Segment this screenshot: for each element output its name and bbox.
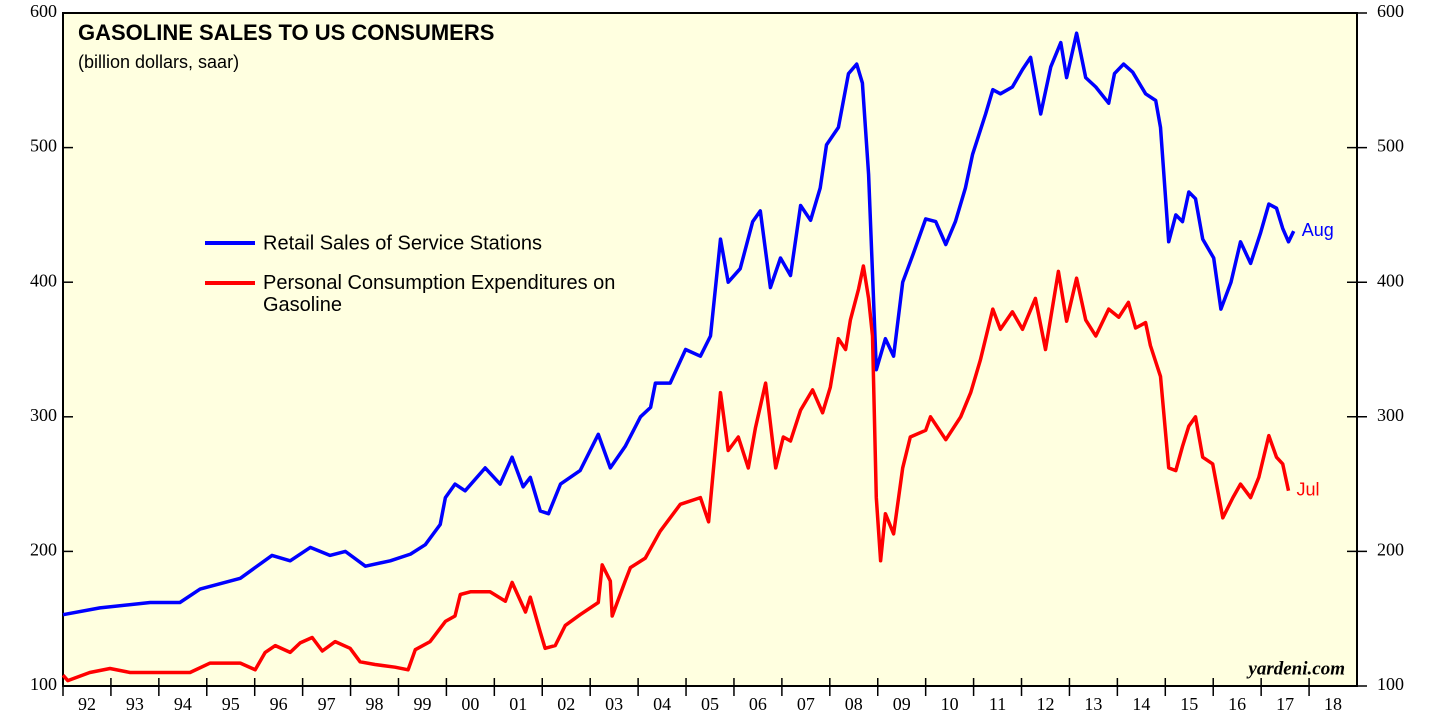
plot-area (62, 12, 1358, 687)
legend-label: Retail Sales of Service Stations (263, 232, 542, 254)
y-tick-label: 100 (1377, 674, 1404, 694)
y-tick-label: 600 (1377, 1, 1404, 21)
source: yardeni.com (1246, 658, 1345, 679)
x-tick-label: 95 (222, 694, 240, 714)
y-tick-label: 400 (30, 270, 57, 290)
x-tick-label: 12 (1036, 694, 1054, 714)
x-tick-label: 05 (701, 694, 719, 714)
x-tick-label: 15 (1180, 694, 1198, 714)
x-tick-label: 17 (1276, 694, 1294, 714)
x-tick-label: 93 (126, 694, 144, 714)
x-tick-label: 94 (174, 694, 192, 714)
x-tick-label: 03 (605, 694, 623, 714)
x-tick-label: 98 (366, 694, 384, 714)
x-tick-label: 01 (509, 694, 527, 714)
y-tick-label: 100 (30, 674, 57, 694)
x-tick-label: 97 (318, 694, 336, 714)
x-tick-label: 13 (1084, 694, 1102, 714)
x-tick-label: 04 (653, 694, 671, 714)
y-tick-label: 500 (1377, 136, 1404, 156)
line (62, 31, 1296, 617)
y-tick-label: 600 (30, 1, 57, 21)
end-label: Jul (1296, 480, 1319, 500)
x-tick-label: 11 (989, 694, 1006, 714)
end-label: Aug (1302, 220, 1334, 240)
x-tick-label: 09 (893, 694, 911, 714)
x-tick-label: 07 (797, 694, 815, 714)
x-tick-label: 14 (1132, 694, 1150, 714)
chart-subtitle: (billion dollars, saar) (78, 52, 239, 72)
y-tick-label: 400 (1377, 270, 1404, 290)
x-tick-label: 99 (413, 694, 431, 714)
x-tick-label: 02 (557, 694, 575, 714)
y-tick-label: 500 (30, 136, 57, 156)
y-tick-label: 200 (30, 540, 57, 560)
x-tick-label: 10 (941, 694, 959, 714)
x-tick-label: 06 (749, 694, 767, 714)
y-tick-label: 200 (1377, 540, 1404, 560)
x-tick-label: 08 (845, 694, 863, 714)
x-tick-label: 16 (1228, 694, 1246, 714)
line (61, 264, 1291, 683)
y-tick-label: 300 (30, 405, 57, 425)
y-tick-label: 300 (1377, 405, 1404, 425)
x-tick-label: 00 (461, 694, 479, 714)
x-tick-label: 96 (270, 694, 288, 714)
x-tick-label: 18 (1324, 694, 1342, 714)
x-tick-label: 92 (78, 694, 96, 714)
legend-label: Personal Consumption Expenditures on Gas… (263, 272, 616, 316)
chart-title: GASOLINE SALES TO US CONSUMERS (78, 20, 494, 45)
